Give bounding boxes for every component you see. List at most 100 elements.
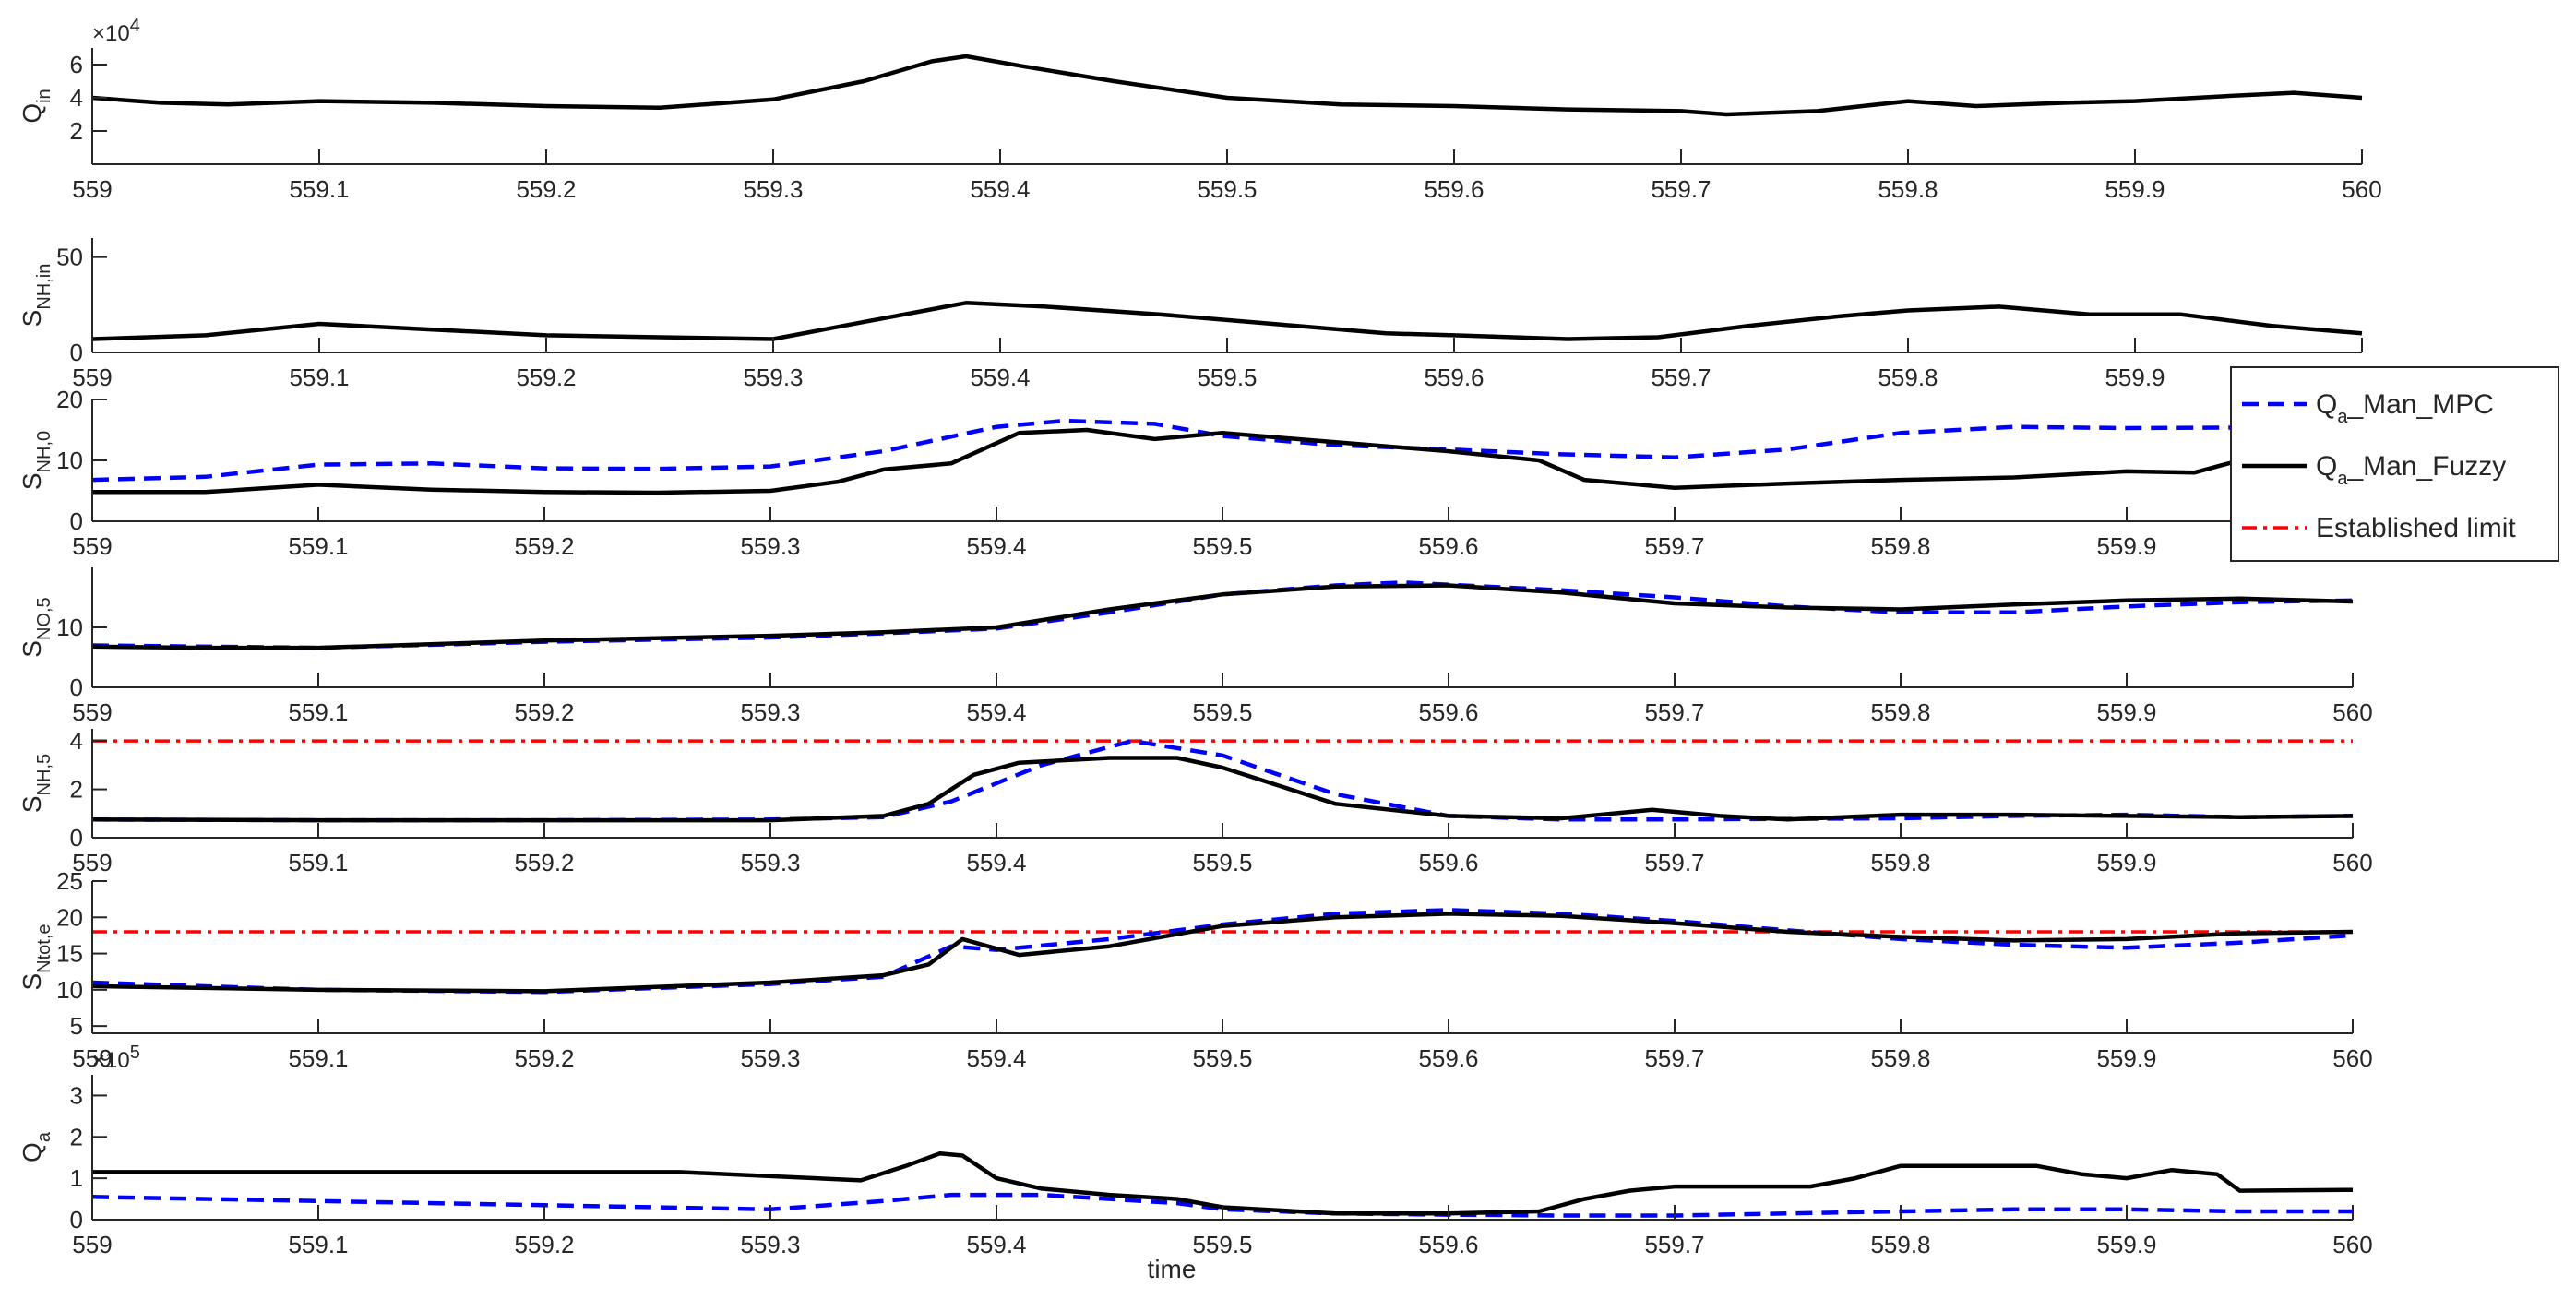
y-tick-label: 20 bbox=[56, 903, 83, 931]
y-tick-label: 15 bbox=[56, 940, 83, 968]
x-tick-label: 559.7 bbox=[1644, 849, 1704, 876]
x-tick-label: 559.2 bbox=[516, 364, 576, 391]
x-tick-label: 559.6 bbox=[1424, 364, 1484, 391]
x-tick-label: 559.4 bbox=[970, 175, 1030, 203]
x-tick-label: 559.5 bbox=[1192, 849, 1252, 876]
x-tick-label: 559.6 bbox=[1418, 849, 1478, 876]
x-tick-label: 559.9 bbox=[2105, 175, 2165, 203]
x-tick-label: 559.1 bbox=[289, 364, 349, 391]
x-tick-label: 559.6 bbox=[1418, 532, 1478, 560]
series-line-fuzzy bbox=[91, 912, 2354, 994]
x-tick-label: 559.3 bbox=[743, 175, 803, 203]
y-tick-label: 3 bbox=[70, 1081, 83, 1109]
y-tick-label: 2 bbox=[70, 776, 83, 804]
x-tick-label: 559.2 bbox=[514, 698, 574, 726]
x-tick-label: 559.8 bbox=[1870, 849, 1930, 876]
x-tick-label: 559 bbox=[72, 849, 112, 876]
axis-multiplier: ×104 bbox=[92, 16, 140, 46]
subplot-3: 0 10 20 559 559.1 559.2 559.3 559.4 559.5 559.6 55… bbox=[18, 386, 2354, 560]
x-tick-label: 559.3 bbox=[740, 698, 800, 726]
y-tick-label: 10 bbox=[56, 447, 83, 474]
y-tick-label: 4 bbox=[70, 727, 83, 755]
y-axis-label: SNH,in bbox=[18, 264, 54, 328]
x-tick-label: 559.9 bbox=[2096, 698, 2156, 726]
x-tick-label: 559.2 bbox=[516, 175, 576, 203]
series-line-fuzzy bbox=[91, 756, 2354, 823]
x-tick-label: 560 bbox=[2332, 1044, 2372, 1072]
y-axis-label: Qin bbox=[18, 89, 54, 123]
x-tick-label: 559.8 bbox=[1870, 532, 1930, 560]
x-tick-label: 559.9 bbox=[2096, 1231, 2156, 1258]
x-tick-label: 559.3 bbox=[740, 532, 800, 560]
x-tick-label: 559.7 bbox=[1644, 1231, 1704, 1258]
x-tick-label: 559.8 bbox=[1870, 1231, 1930, 1258]
y-tick-label: 0 bbox=[70, 339, 83, 366]
x-tick-label: 559 bbox=[72, 175, 112, 203]
x-tick-label: 559 bbox=[72, 1231, 112, 1258]
series-line-fuzzy bbox=[92, 427, 2354, 495]
y-axis-label: SNtot,e bbox=[18, 924, 54, 990]
x-tick-label: 559.5 bbox=[1192, 698, 1252, 726]
x-tick-label: 559.9 bbox=[2096, 849, 2156, 876]
x-tick-label: 559.6 bbox=[1418, 698, 1478, 726]
y-tick-label: 10 bbox=[56, 976, 83, 1004]
legend-label-mpc: Qa_Man_MPC bbox=[2316, 389, 2494, 427]
y-tick-label: 0 bbox=[70, 673, 83, 701]
x-tick-label: 559.4 bbox=[966, 698, 1026, 726]
x-tick-label: 559.1 bbox=[288, 1044, 348, 1072]
x-tick-label: 559.4 bbox=[970, 364, 1030, 391]
x-tick-label: 559.3 bbox=[740, 1044, 800, 1072]
y-tick-label: 1 bbox=[70, 1164, 83, 1192]
x-tick-label: 559 bbox=[72, 364, 112, 391]
x-tick-label: 559.3 bbox=[743, 364, 803, 391]
subplot-1: 2 4 6 559 559.1 559.2 559.3 559.4 559.5 559.6 559.… bbox=[18, 16, 2382, 203]
y-axis-label: SNH,5 bbox=[18, 754, 54, 813]
x-tick-label: 559.7 bbox=[1644, 698, 1704, 726]
series-line-fuzzy bbox=[91, 583, 2354, 650]
series-line-mpc bbox=[91, 580, 2354, 650]
axis-multiplier: ×105 bbox=[92, 1043, 140, 1073]
y-axis-label: SNH,0 bbox=[18, 431, 54, 490]
y-axis-label: SNO,5 bbox=[18, 597, 54, 657]
x-tick-label: 559.7 bbox=[1651, 175, 1711, 203]
x-tick-label: 559.8 bbox=[1878, 175, 1938, 203]
x-tick-label: 559.8 bbox=[1870, 698, 1930, 726]
y-tick-label: 2 bbox=[70, 117, 83, 145]
series-line-mpc bbox=[91, 418, 2354, 483]
y-tick-label: 2 bbox=[70, 1123, 83, 1150]
y-axis-label: Qa bbox=[18, 1131, 54, 1162]
x-tick-label: 559.1 bbox=[288, 532, 348, 560]
y-tick-label: 4 bbox=[70, 84, 83, 112]
x-tick-label: 559.8 bbox=[1870, 1044, 1930, 1072]
x-tick-label: 560 bbox=[2332, 698, 2372, 726]
legend-label-limit: Established limit bbox=[2316, 513, 2516, 543]
subplot-6: 5 10 15 20 25 559 559.1 559.2 559.3 559.4 559.5 559… bbox=[18, 867, 2373, 1072]
subplot-5: 0 2 4 559 559.1 559.2 559.3 559.4 559.5 559.6 559.… bbox=[18, 727, 2373, 876]
x-tick-label: 559.3 bbox=[740, 849, 800, 876]
subplot-2: 0 50 559 559.1 559.2 559.3 559.4 559.5 559.6 559.… bbox=[18, 238, 2382, 391]
x-tick-label: 560 bbox=[2332, 1231, 2372, 1258]
series-line-mpc bbox=[91, 908, 2354, 995]
y-tick-label: 0 bbox=[70, 1206, 83, 1234]
x-tick-label: 559.2 bbox=[514, 849, 574, 876]
x-tick-label: 559.3 bbox=[740, 1231, 800, 1258]
x-tick-label: 559 bbox=[72, 532, 112, 560]
x-tick-label: 559.8 bbox=[1878, 364, 1938, 391]
x-tick-label: 559.7 bbox=[1644, 1044, 1704, 1072]
x-tick-label: 559.4 bbox=[966, 1044, 1026, 1072]
x-tick-label: 559.4 bbox=[966, 849, 1026, 876]
legend: Qa_Man_MPC Qa_Man_Fuzzy Established limit bbox=[2230, 366, 2559, 562]
x-tick-label: 559.6 bbox=[1424, 175, 1484, 203]
x-tick-label: 560 bbox=[2332, 849, 2372, 876]
y-tick-label: 50 bbox=[56, 244, 83, 271]
x-tick-label: 559.5 bbox=[1197, 175, 1257, 203]
x-tick-label: 559.5 bbox=[1192, 1044, 1252, 1072]
x-tick-label: 559.2 bbox=[514, 532, 574, 560]
x-tick-label: 559.9 bbox=[2096, 532, 2156, 560]
series-line-mpc bbox=[91, 738, 2354, 823]
subplot-4: 0 10 559 559.1 559.2 559.3 559.4 559.5 559.6 559.… bbox=[18, 567, 2373, 726]
x-tick-label: 559 bbox=[72, 698, 112, 726]
x-axis-label: time bbox=[1148, 1255, 1197, 1283]
legend-label-fuzzy: Qa_Man_Fuzzy bbox=[2316, 451, 2506, 489]
